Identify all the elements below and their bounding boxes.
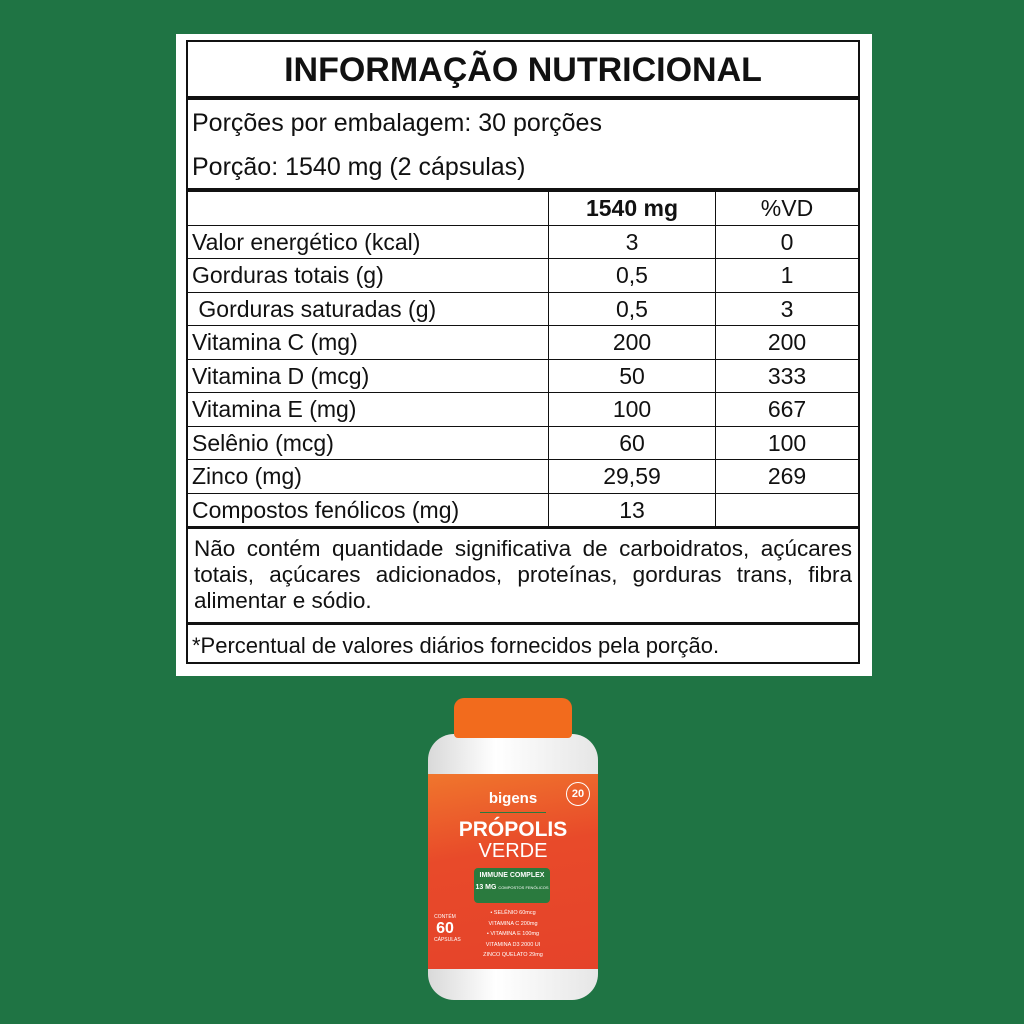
table-row: Vitamina D (mcg) 50 333 xyxy=(188,358,858,393)
nutrient-name: Compostos fenólicos (mg) xyxy=(188,492,549,527)
count: 60 xyxy=(436,920,454,937)
nutrient-name: Gorduras totais (g) xyxy=(188,258,549,293)
nutrient-name: Vitamina E (mg) xyxy=(188,392,549,427)
ingredients-list: • SELÊNIO 60mcg VITAMINA C 200mg • VITAM… xyxy=(428,908,598,961)
dose-desc: COMPOSTOS FENÓLICOS xyxy=(498,885,549,890)
nutrient-name: Valor energético (kcal) xyxy=(188,224,549,259)
footnote: *Percentual de valores diários fornecido… xyxy=(188,622,858,667)
dose: 13 MG xyxy=(475,884,497,891)
bottle-cap xyxy=(454,698,572,738)
product-name: PRÓPOLIS xyxy=(458,818,568,841)
nutrient-name: Vitamina C (mg) xyxy=(188,325,549,360)
immune-complex-tag: IMMUNE COMPLEX 13 MG COMPOSTOS FENÓLICOS xyxy=(474,868,550,903)
nutrient-amount: 29,59 xyxy=(548,459,716,494)
table-row: Valor energético (kcal) 3 0 xyxy=(188,224,858,259)
tag-label: IMMUNE COMPLEX xyxy=(479,872,545,879)
ingredient: VITAMINA C 200mg xyxy=(488,920,538,927)
nutrient-amount: 0,5 xyxy=(548,291,716,326)
nutrient-dv xyxy=(715,492,858,527)
table-row: Vitamina C (mg) 200 200 xyxy=(188,325,858,360)
nutrient-amount: 3 xyxy=(548,224,716,259)
nutrition-title: INFORMAÇÃO NUTRICIONAL xyxy=(188,42,858,100)
badge: 20 xyxy=(566,782,590,806)
product-name-2: VERDE xyxy=(478,840,548,862)
nutrient-dv: 100 xyxy=(715,425,858,460)
nutrient-amount: 60 xyxy=(548,425,716,460)
table-row: Vitamina E (mg) 100 667 xyxy=(188,392,858,427)
brand-logo: bigens xyxy=(488,790,538,807)
nutrient-amount: 50 xyxy=(548,358,716,393)
servings-per-package: Porções por embalagem: 30 porções xyxy=(192,109,602,137)
nutrient-dv: 0 xyxy=(715,224,858,259)
nutrient-dv: 3 xyxy=(715,291,858,326)
header-cell: %VD xyxy=(715,192,858,226)
ingredient: • VITAMINA E 100mg xyxy=(486,931,540,937)
nutrition-table-box: INFORMAÇÃO NUTRICIONAL Porções por embal… xyxy=(186,40,860,664)
table-row: Gorduras saturadas (g) 0,5 3 xyxy=(188,291,858,326)
nutrient-name: Gorduras saturadas (g) xyxy=(188,291,549,326)
nutrient-amount: 13 xyxy=(548,492,716,527)
nutrient-dv: 333 xyxy=(715,358,858,393)
count-label: CONTÉM xyxy=(434,914,456,920)
portion-info: Porções por embalagem: 30 porções Porção… xyxy=(188,100,858,192)
count-unit: CÁPSULAS xyxy=(434,937,461,943)
header-cell xyxy=(188,192,549,226)
nutrient-dv: 667 xyxy=(715,392,858,427)
nutrient-amount: 100 xyxy=(548,392,716,427)
ingredient: VITAMINA D3 2000 UI xyxy=(485,941,541,948)
ingredient: • SELÊNIO 60mcg xyxy=(490,910,536,916)
bottle-label: bigens 20 PRÓPOLIS VERDE IMMUNE COMPLEX … xyxy=(428,774,598,969)
table-header: 1540 mg %VD xyxy=(188,192,858,226)
nutrient-amount: 200 xyxy=(548,325,716,360)
capsule-count: CONTÉM 60 CÁPSULAS xyxy=(434,914,461,944)
nutrient-amount: 0,5 xyxy=(548,258,716,293)
header-cell: 1540 mg xyxy=(548,192,716,226)
nutrient-name: Selênio (mcg) xyxy=(188,425,549,460)
nutrient-dv: 269 xyxy=(715,459,858,494)
nutrient-name: Vitamina D (mcg) xyxy=(188,358,549,393)
nutrient-dv: 1 xyxy=(715,258,858,293)
table-row: Gorduras totais (g) 0,5 1 xyxy=(188,258,858,293)
serving-size: Porção: 1540 mg (2 cápsulas) xyxy=(192,153,526,181)
table-row: Zinco (mg) 29,59 269 xyxy=(188,459,858,494)
nutrition-table: 1540 mg %VD Valor energético (kcal) 3 0 Gor… xyxy=(188,192,858,527)
ingredient: ZINCO QUELATO 29mg xyxy=(483,952,543,958)
nutrition-panel: INFORMAÇÃO NUTRICIONAL Porções por embal… xyxy=(176,34,872,676)
nutrition-note: Não contém quantidade significativa de c… xyxy=(188,527,858,622)
table-row: Selênio (mcg) 60 100 xyxy=(188,425,858,460)
table-row: Compostos fenólicos (mg) 13 xyxy=(188,492,858,527)
nutrient-name: Zinco (mg) xyxy=(188,459,549,494)
nutrient-dv: 200 xyxy=(715,325,858,360)
product-bottle: bigens 20 PRÓPOLIS VERDE IMMUNE COMPLEX … xyxy=(428,698,598,1002)
